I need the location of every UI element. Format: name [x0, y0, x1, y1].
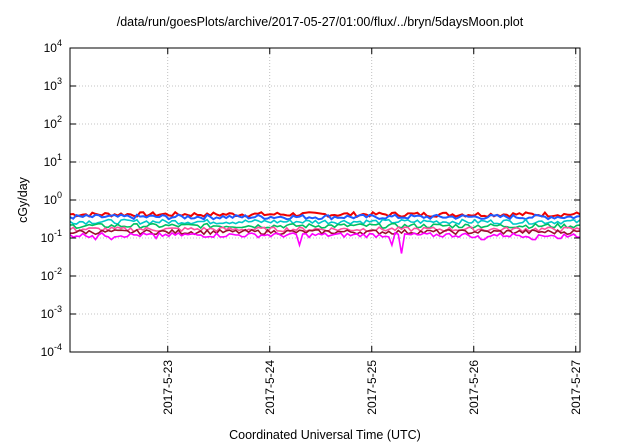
series-line	[69, 222, 581, 230]
y-tick-label: 10-3	[41, 304, 62, 321]
grid	[70, 48, 580, 352]
y-tick-label: 10-2	[41, 266, 62, 283]
x-tick-label: 2017-5-24	[263, 360, 277, 415]
y-tick-label: 10-1	[41, 228, 62, 245]
x-tick-label: 2017-5-23	[161, 360, 175, 415]
series-line	[70, 228, 581, 236]
x-tick-label: 2017-5-26	[467, 360, 481, 415]
y-tick-label: 10-4	[41, 342, 62, 359]
y-tick-label: 102	[44, 114, 62, 131]
chart-title: /data/run/goesPlots/archive/2017-05-27/0…	[116, 15, 524, 29]
series-line	[69, 231, 581, 254]
y-tick-label: 103	[44, 76, 62, 93]
y-tick-label: 101	[44, 152, 62, 169]
y-tick-label: 100	[44, 190, 62, 207]
x-axis: 2017-5-23 2017-5-24 2017-5-25 2017-5-26 2017…	[161, 48, 583, 415]
y-axis: 104 103 102 101 100 10-1 10-2 10-3 10-4	[41, 38, 580, 359]
series-line	[69, 218, 581, 226]
series-line	[69, 213, 581, 221]
x-tick-label: 2017-5-25	[365, 360, 379, 415]
x-axis-label: Coordinated Universal Time (UTC)	[229, 428, 421, 442]
y-tick-label: 104	[44, 38, 62, 55]
x-tick-label: 2017-5-27	[569, 360, 583, 415]
series-group	[69, 210, 581, 254]
